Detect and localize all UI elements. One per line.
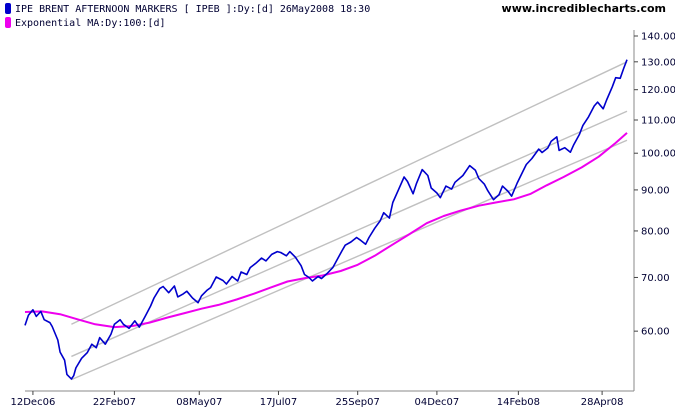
legend-swatch-ema	[5, 17, 11, 28]
channel-upper	[71, 61, 628, 325]
x-tick-label: 22Feb07	[93, 397, 136, 408]
y-tick-label: 110.00	[641, 116, 675, 127]
channel-middle	[71, 110, 628, 358]
x-tick-label: 14Feb08	[497, 397, 540, 408]
series-layer	[24, 59, 628, 380]
y-tick-label: 130.00	[641, 57, 675, 68]
legend-label-ema: Exponential MA:Dy:100:[d]	[15, 18, 166, 29]
x-tick-label: 25Sep07	[336, 397, 380, 408]
legend-swatch-price	[5, 3, 11, 14]
trend-channels	[71, 61, 628, 381]
y-tick-label: 140.00	[641, 32, 675, 43]
legend-label-price: IPE BRENT AFTERNOON MARKERS [ IPEB ]:Dy:…	[15, 4, 370, 15]
ema-line	[24, 132, 628, 329]
x-tick-label: 28Apr08	[581, 397, 624, 408]
x-tick-label: 08May07	[176, 397, 222, 408]
x-axis-ticks: 12Dec06 22Feb07 08May07 17Jul07 25Sep07 04Dec…	[11, 391, 624, 408]
y-axis-ticks: 140.00 130.00 120.00 110.00 100.00 90.00 80.00…	[634, 32, 675, 338]
legend: IPE BRENT AFTERNOON MARKERS [ IPEB ]:Dy:…	[5, 3, 370, 29]
y-tick-label: 120.00	[641, 85, 675, 96]
y-tick-label: 70.00	[641, 273, 670, 284]
x-tick-label: 17Jul07	[260, 397, 298, 408]
watermark-text: www.incrediblecharts.com	[502, 2, 666, 15]
y-tick-label: 100.00	[641, 149, 675, 160]
channel-lower	[71, 139, 628, 381]
y-tick-label: 80.00	[641, 226, 670, 237]
price-line	[24, 59, 628, 380]
x-tick-label: 12Dec06	[11, 397, 56, 408]
x-tick-label: 04Dec07	[414, 397, 459, 408]
y-tick-label: 60.00	[641, 327, 670, 338]
y-tick-label: 90.00	[641, 185, 670, 196]
